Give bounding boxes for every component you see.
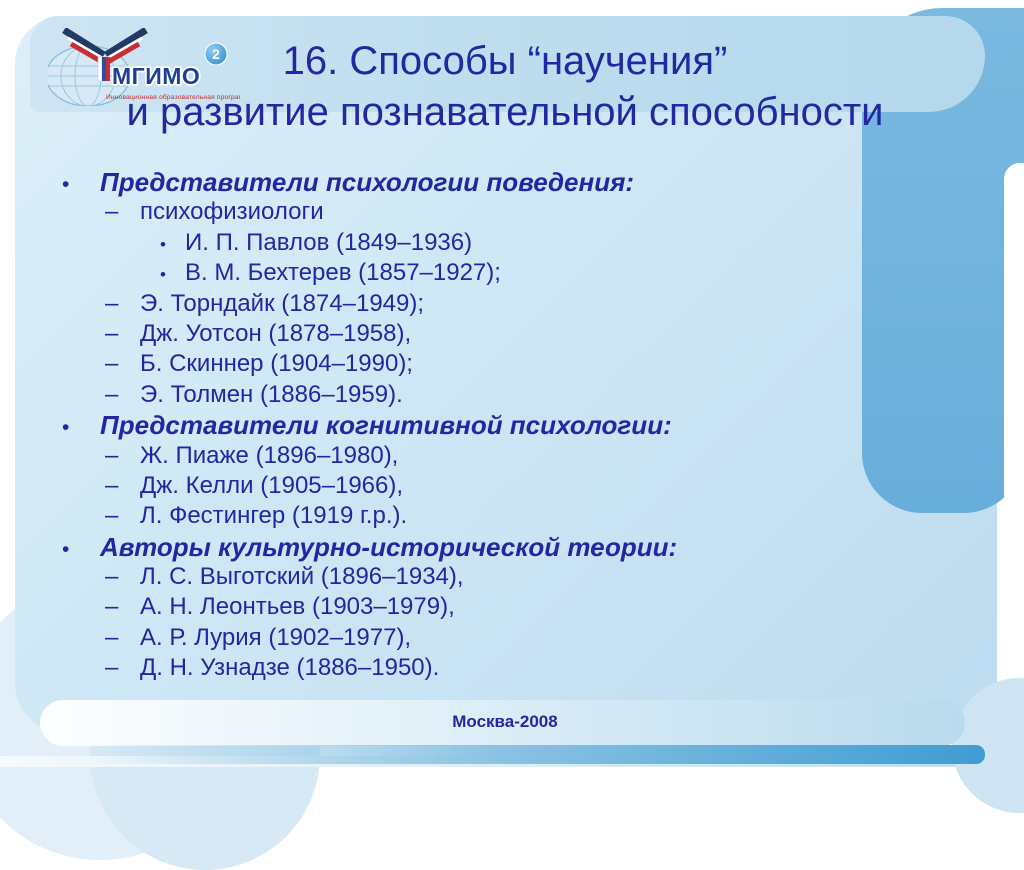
slide-content-panel xyxy=(15,16,997,732)
footer-accent-stripe xyxy=(85,745,985,764)
list-item: – А. Н. Леонтьев (1903–1979), xyxy=(42,592,957,622)
list-item: • Представители психологии поведения: xyxy=(42,167,957,197)
dash-marker: – xyxy=(105,350,119,378)
list-item-text: А. Р. Лурия (1902–1977), xyxy=(140,623,412,651)
content-list: • Представители психологии поведения: – пси… xyxy=(42,167,957,684)
right-white-margin xyxy=(1004,163,1024,767)
list-item-text: Ж. Пиаже (1896–1980), xyxy=(140,441,399,469)
bullet-marker: • xyxy=(62,537,70,561)
dash-marker: – xyxy=(105,198,119,226)
list-item: – психофизиологи xyxy=(42,197,957,227)
bullet-marker: • xyxy=(62,173,70,196)
slide-title: 16. Способы “научения” и развитие познав… xyxy=(30,36,980,138)
list-item: – Л. С. Выготский (1896–1934), xyxy=(42,562,957,592)
bullet-marker: • xyxy=(62,416,70,440)
title-header-band xyxy=(30,16,985,112)
dash-marker: – xyxy=(105,471,119,499)
list-item: – Б. Скиннер (1904–1990); xyxy=(42,349,957,379)
bullet-marker: • xyxy=(160,234,166,254)
list-item-text: Дж. Уотсон (1878–1958), xyxy=(140,319,412,347)
list-item: • Представители когнитивной психологии: xyxy=(42,410,957,440)
list-item: – А. Р. Лурия (1902–1977), xyxy=(42,623,957,653)
list-item-text: психофизиологи xyxy=(140,198,324,226)
dash-marker: – xyxy=(105,441,119,469)
list-item: – Л. Фестингер (1919 г.р.). xyxy=(42,501,957,531)
logo-superscript: 2 xyxy=(212,46,220,62)
list-item-text: Б. Скиннер (1904–1990); xyxy=(140,350,413,378)
dash-marker: – xyxy=(105,502,119,530)
list-item: – Дж. Уотсон (1878–1958), xyxy=(42,319,957,349)
list-item-text: Э. Толмен (1886–1959). xyxy=(140,380,403,408)
dash-marker: – xyxy=(105,319,119,347)
logo-tagline: Инновационная образовательная программа xyxy=(106,93,240,101)
list-item-text: Представители когнитивной психологии: xyxy=(100,410,672,441)
list-item: • Авторы культурно-исторической теории: xyxy=(42,532,957,562)
logo-acronym-outline: МГИМО xyxy=(112,63,200,89)
footer-stripe xyxy=(40,700,965,746)
dash-marker: – xyxy=(105,380,119,408)
logo-superscript-circle xyxy=(204,42,228,66)
mgimo-logo: МГИМО МГИМО 2 Инновационная образователь… xyxy=(48,28,240,106)
list-item-text: В. М. Бехтерев (1857–1927); xyxy=(185,259,501,287)
list-item-text: Л. С. Выготский (1896–1934), xyxy=(140,563,464,591)
list-item: – Ж. Пиаже (1896–1980), xyxy=(42,441,957,471)
logo-acronym: МГИМО xyxy=(112,63,200,89)
list-item-text: Л. Фестингер (1919 г.р.). xyxy=(140,502,408,530)
list-item-text: А. Н. Леонтьев (1903–1979), xyxy=(140,593,455,621)
list-item-text: Авторы культурно-исторической теории: xyxy=(100,531,678,562)
footer-text: Москва-2008 xyxy=(452,712,558,731)
slide-title-line1: 16. Способы “научения” xyxy=(282,39,728,83)
list-item-text: Э. Торндайк (1874–1949); xyxy=(140,289,425,317)
list-item-text: Д. Н. Узнадзе (1886–1950). xyxy=(140,654,440,682)
list-item: – Э. Толмен (1886–1959). xyxy=(42,380,957,410)
list-item: – Э. Торндайк (1874–1949); xyxy=(42,289,957,319)
dash-marker: – xyxy=(105,563,119,591)
list-item-text: И. П. Павлов (1849–1936) xyxy=(185,228,473,256)
list-item: – Дж. Келли (1905–1966), xyxy=(42,471,957,501)
list-item: • И. П. Павлов (1849–1936) xyxy=(42,228,957,258)
bullet-marker: • xyxy=(160,265,166,285)
dash-marker: – xyxy=(105,654,119,682)
list-item: – Д. Н. Узнадзе (1886–1950). xyxy=(42,653,957,683)
list-item-text: Представители психологии поведения: xyxy=(100,167,635,197)
list-item: • В. М. Бехтерев (1857–1927); xyxy=(42,258,957,288)
dash-marker: – xyxy=(105,593,119,621)
slide-title-line2: и развитие познавательной способности xyxy=(126,90,884,134)
book-y-icon xyxy=(62,28,148,82)
dash-marker: – xyxy=(105,289,119,317)
dash-marker: – xyxy=(105,623,119,651)
list-item-text: Дж. Келли (1905–1966), xyxy=(140,471,404,499)
